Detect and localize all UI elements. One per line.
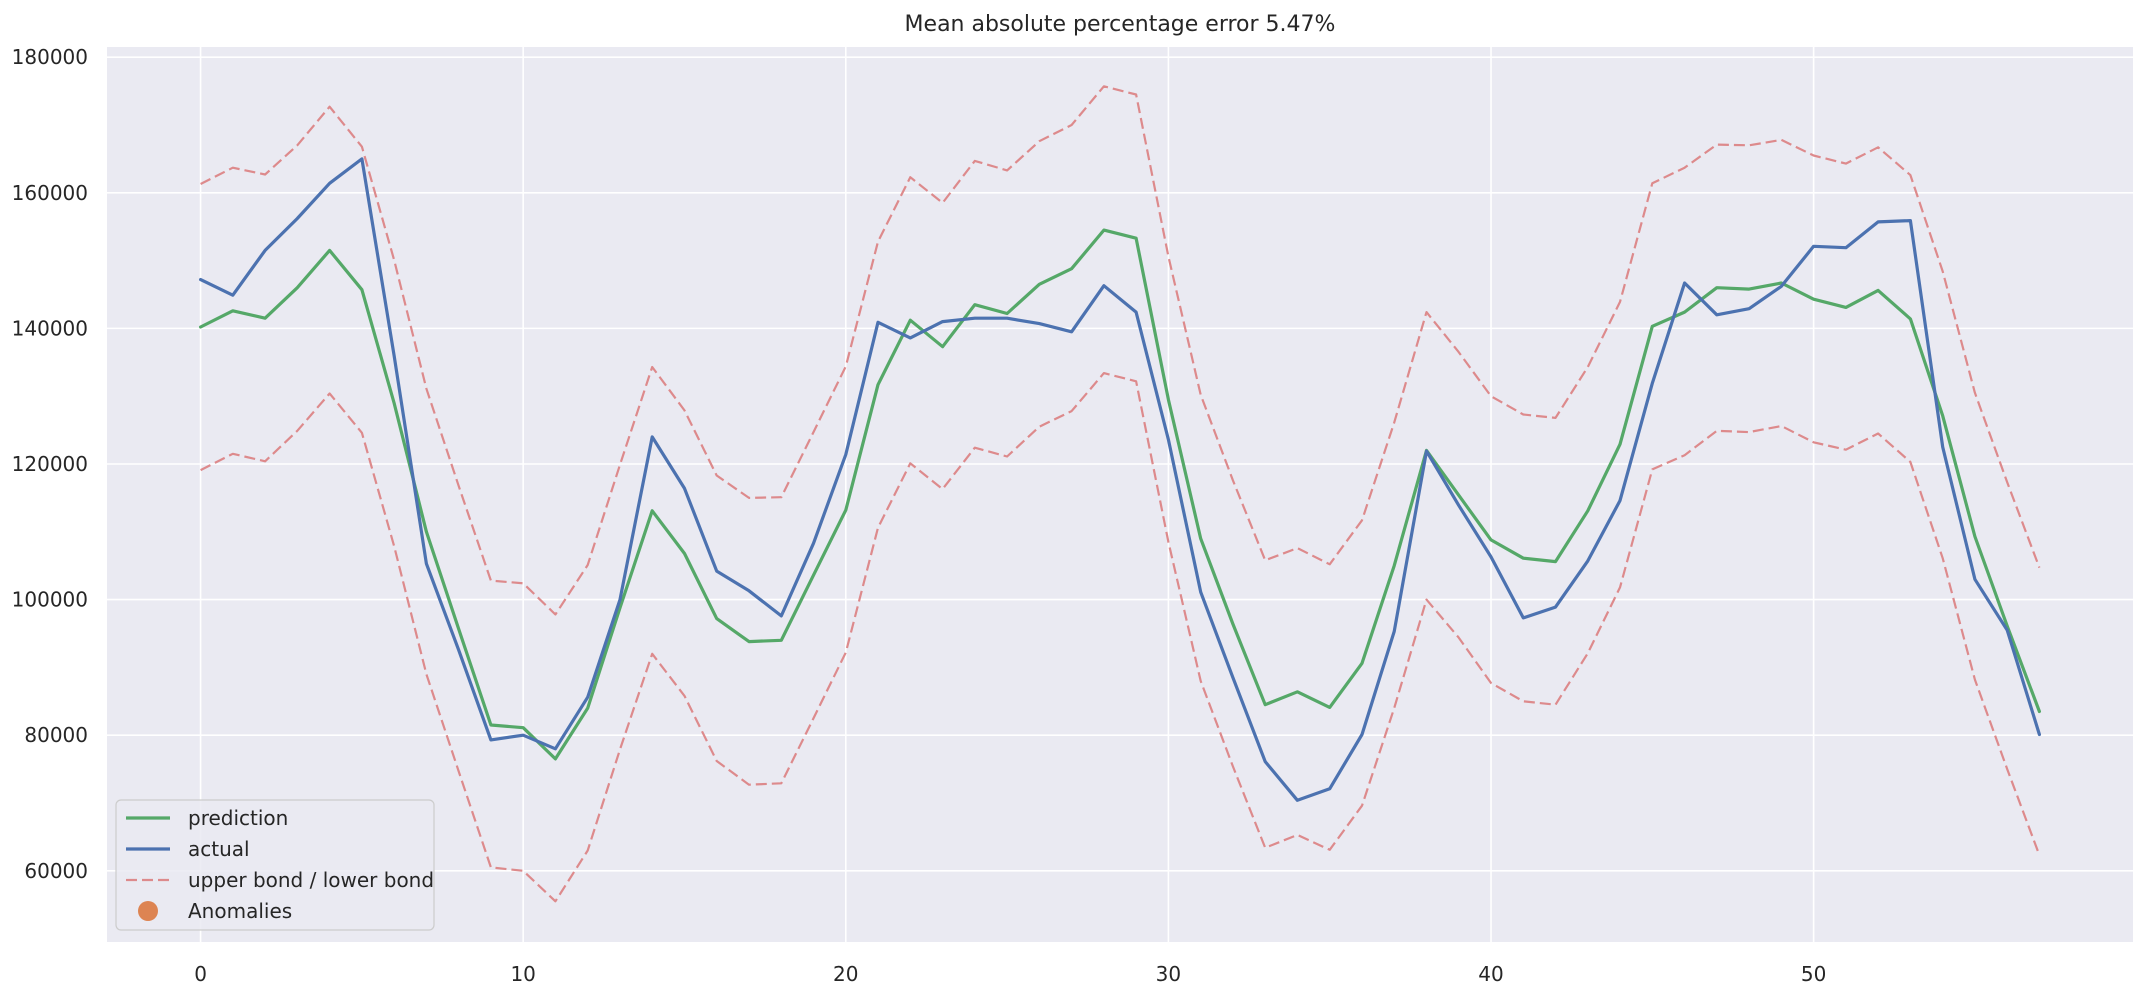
series-lines: [199, 85, 2042, 903]
plot-area: [107, 47, 2133, 942]
legend-label: Anomalies: [188, 899, 292, 923]
series-line-prediction: [199, 228, 2042, 761]
legend: prediction actual upper bond / lower bond A…: [115, 799, 435, 931]
y-tick-label: 100000: [12, 588, 88, 612]
series-line-actual: [199, 157, 2042, 802]
y-tick-label: 180000: [12, 45, 88, 69]
x-tick-label: 50: [1801, 962, 1826, 986]
legend-label: prediction: [188, 806, 288, 830]
axis-ticks: 0 10 20 30 40 50 60000 80000 100000 120000 140000 1…: [12, 45, 1827, 986]
legend-label: upper bond / lower bond: [188, 868, 434, 892]
y-tick-label: 120000: [12, 452, 88, 476]
x-tick-label: 20: [833, 962, 858, 986]
y-tick-label: 80000: [24, 723, 88, 747]
series-line-upper-bond-lower-bond: [200, 372, 2041, 903]
x-tick-label: 10: [510, 962, 535, 986]
chart-title: Mean absolute percentage error 5.47%: [905, 12, 1336, 37]
legend-label: actual: [188, 837, 250, 861]
series-line-upper-bond-lower-bond: [200, 85, 2041, 616]
legend-marker-circle: [138, 901, 158, 921]
x-tick-label: 40: [1478, 962, 1503, 986]
y-tick-label: 160000: [12, 181, 88, 205]
y-tick-label: 60000: [24, 859, 88, 883]
x-tick-label: 30: [1156, 962, 1181, 986]
x-tick-label: 0: [194, 962, 207, 986]
legend-box: [115, 799, 435, 931]
grid: [107, 47, 2133, 942]
y-tick-label: 140000: [12, 316, 88, 340]
